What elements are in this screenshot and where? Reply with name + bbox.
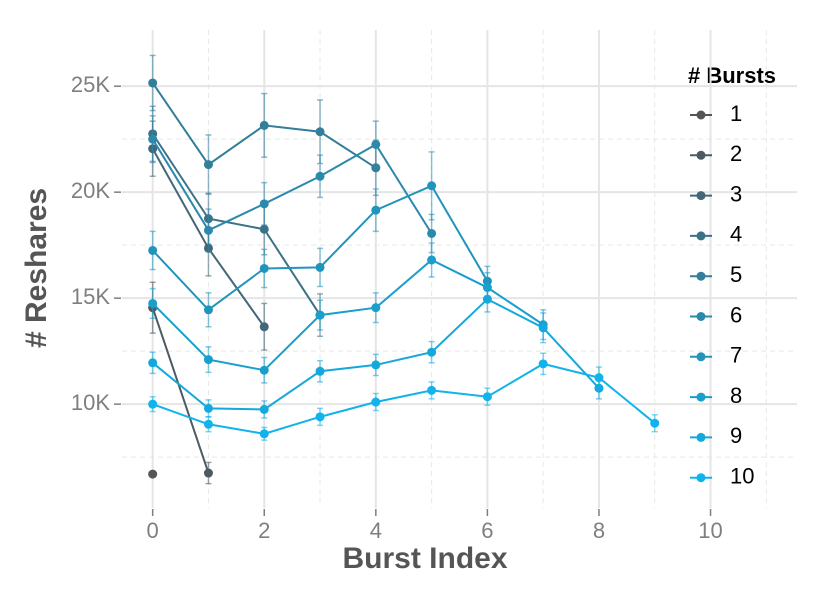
point	[203, 419, 213, 429]
point	[259, 429, 269, 439]
point	[259, 224, 269, 234]
point	[427, 228, 437, 238]
legend-title: # Bursts	[688, 63, 776, 88]
legend-label: 7	[730, 343, 742, 368]
series	[148, 115, 437, 254]
legend-label: 10	[730, 464, 754, 489]
x-tick-label: 0	[147, 518, 159, 543]
x-tick-label: 6	[481, 518, 493, 543]
legend-label: 3	[730, 181, 742, 206]
point	[259, 365, 269, 375]
point	[427, 181, 437, 191]
series	[148, 105, 325, 338]
point	[203, 403, 213, 413]
point	[203, 305, 213, 315]
point	[148, 298, 158, 308]
point	[148, 358, 158, 368]
legend-marker	[696, 231, 706, 241]
point	[203, 225, 213, 235]
point	[371, 303, 381, 313]
y-tick-label: 20K	[71, 178, 110, 203]
point	[482, 392, 492, 402]
point	[259, 322, 269, 332]
series-line	[151, 138, 433, 235]
legend-label: 6	[730, 302, 742, 327]
point	[203, 468, 213, 478]
point	[538, 359, 548, 369]
legend-label: 2	[730, 141, 742, 166]
point	[315, 262, 325, 272]
point	[259, 263, 269, 273]
legend-label: 9	[730, 423, 742, 448]
series	[148, 352, 660, 441]
point	[371, 360, 381, 370]
point	[148, 134, 158, 144]
series-line	[151, 258, 544, 372]
series	[148, 242, 548, 384]
point	[427, 255, 437, 265]
legend-label: 4	[730, 222, 742, 247]
legend-marker	[696, 473, 706, 483]
y-tick-label: 15K	[71, 284, 110, 309]
legend-marker	[696, 432, 706, 442]
point	[371, 397, 381, 407]
series	[148, 285, 604, 419]
point	[148, 469, 158, 479]
series	[148, 281, 213, 485]
point	[259, 404, 269, 414]
x-tick-label: 8	[593, 518, 605, 543]
point	[315, 171, 325, 181]
legend-marker	[696, 392, 706, 402]
x-axis-title: Burst Index	[342, 542, 507, 575]
point	[371, 139, 381, 149]
series-line	[151, 307, 210, 474]
x-tick-label: 2	[258, 518, 270, 543]
point	[650, 418, 660, 428]
point	[371, 205, 381, 215]
legend-label: 5	[730, 262, 742, 287]
point	[148, 245, 158, 255]
point	[203, 355, 213, 365]
legend-marker	[696, 271, 706, 281]
point	[427, 347, 437, 357]
y-tick-label: 25K	[71, 72, 110, 97]
point	[315, 412, 325, 422]
legend-marker	[696, 150, 706, 160]
legend-label: 8	[730, 383, 742, 408]
legend-label: 1	[730, 101, 742, 126]
series-line	[152, 362, 656, 435]
point	[259, 199, 269, 209]
point	[259, 120, 269, 130]
point	[427, 385, 437, 395]
point	[315, 310, 325, 320]
point	[203, 160, 213, 170]
point	[315, 127, 325, 137]
y-axis-title: # Reshares	[20, 188, 53, 348]
x-tick-label: 10	[698, 518, 722, 543]
x-tick-label: 4	[370, 518, 382, 543]
series-line	[151, 133, 321, 316]
point	[148, 78, 158, 88]
legend-marker	[696, 110, 706, 120]
legend-marker	[696, 312, 706, 321]
point	[315, 366, 325, 376]
point	[148, 399, 158, 409]
y-tick-label: 10K	[71, 390, 110, 415]
legend-marker	[696, 191, 706, 201]
point	[594, 373, 604, 383]
point	[538, 323, 548, 333]
series	[148, 469, 158, 479]
point	[482, 294, 492, 304]
legend-marker	[696, 352, 706, 362]
